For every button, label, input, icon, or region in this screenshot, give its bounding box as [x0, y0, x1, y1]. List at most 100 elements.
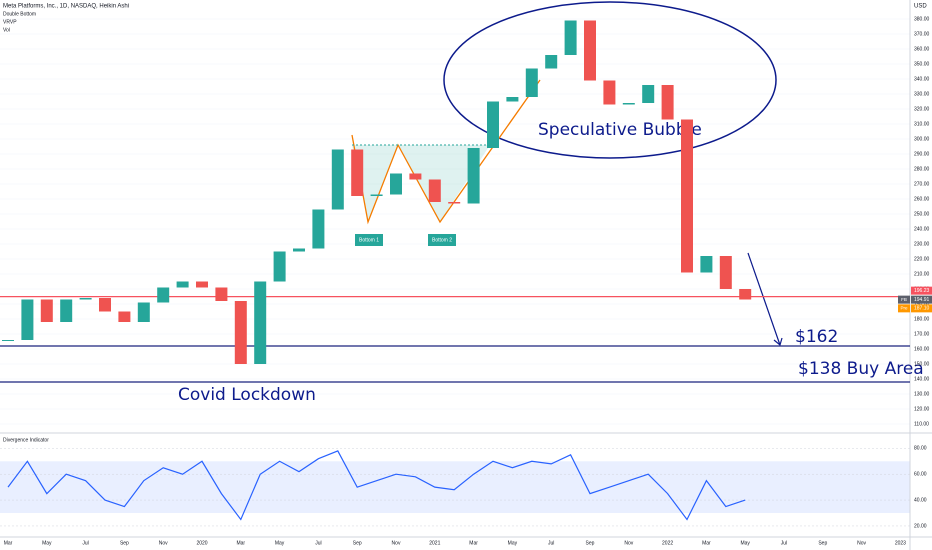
candle	[21, 299, 34, 340]
y-tick-label: 80.00	[914, 446, 927, 452]
x-tick-label: Jul	[315, 540, 321, 546]
x-tick-label: Jul	[781, 540, 787, 546]
x-tick-label: Nov	[159, 540, 168, 546]
y-tick-label: 190.00	[914, 301, 930, 307]
y-tick-label: 120.00	[914, 406, 930, 412]
y-tick-label: 180.00	[914, 316, 930, 322]
candle	[234, 301, 247, 364]
x-tick-label: Nov	[624, 540, 633, 546]
bubble-ellipse	[443, 1, 777, 159]
candle	[739, 289, 752, 300]
y-axis-label: USD	[914, 4, 927, 10]
price-tag	[911, 295, 932, 304]
x-tick-label: Nov	[857, 540, 866, 546]
arrow-head	[773, 337, 783, 347]
y-tick-label: 280.00	[914, 166, 930, 172]
candle	[196, 281, 208, 288]
candle	[351, 149, 364, 196]
y-tick-label: 290.00	[914, 151, 930, 157]
y-tick-label: 330.00	[914, 91, 930, 97]
candle	[681, 119, 693, 273]
candle	[312, 209, 325, 249]
x-tick-label: May	[275, 540, 285, 546]
x-tick-label: Jul	[548, 540, 554, 546]
x-tick-label: Mar	[469, 540, 478, 546]
y-tick-label: 340.00	[914, 76, 930, 82]
candle	[603, 80, 616, 105]
y-tick-label: 350.00	[914, 61, 930, 67]
y-tick-label: 240.00	[914, 226, 930, 232]
legend-item: Vol	[3, 27, 10, 33]
bottom-marker	[428, 234, 456, 246]
candle	[40, 299, 53, 322]
chart-title: Meta Platforms, Inc., 1D, NASDAQ, Heikin…	[3, 4, 129, 10]
y-tick-label: 150.00	[914, 361, 930, 367]
bottom-marker	[355, 234, 383, 246]
candle	[409, 173, 422, 180]
candle	[545, 55, 558, 69]
candle	[564, 20, 577, 55]
x-tick-label: Jul	[82, 540, 88, 546]
y-tick-label: 220.00	[914, 256, 930, 262]
candle	[719, 256, 732, 289]
y-tick-label: 210.00	[914, 271, 930, 277]
bottom-label: Bottom 2	[432, 237, 452, 243]
y-tick-label: 230.00	[914, 241, 930, 247]
candle	[525, 68, 538, 97]
y-tick-label: 310.00	[914, 121, 930, 127]
candle	[331, 149, 344, 210]
tag-name-box	[898, 295, 910, 304]
double-bottom-fill	[352, 145, 490, 222]
y-tick-label: 40.00	[914, 497, 927, 503]
y-tick-label: 130.00	[914, 391, 930, 397]
x-tick-label: 2022	[662, 540, 673, 546]
candle	[254, 281, 267, 364]
y-tick-label: 110.00	[914, 421, 929, 427]
tag-name-box	[898, 304, 910, 313]
indicator-line	[7, 450, 746, 521]
y-tick-label: 170.00	[914, 331, 930, 337]
tag-name: FB	[901, 297, 907, 302]
annotation: Speculative Bubble	[538, 120, 702, 140]
x-tick-label: May	[42, 540, 52, 546]
y-tick-label: 370.00	[914, 31, 930, 37]
y-tick-label: 270.00	[914, 181, 930, 187]
x-tick-label: Mar	[4, 540, 13, 546]
y-tick-label: 140.00	[914, 376, 930, 382]
x-tick-label: Nov	[392, 540, 401, 546]
candle	[293, 248, 305, 252]
candle	[428, 179, 441, 202]
annotation: $162	[795, 327, 838, 347]
price-tag	[911, 304, 932, 313]
y-tick-label: 160.00	[914, 346, 930, 352]
bottom-label: Bottom 1	[359, 237, 379, 243]
x-tick-label: Sep	[586, 540, 595, 546]
arrow	[747, 252, 781, 346]
candle	[2, 340, 14, 341]
candle	[273, 251, 286, 282]
price-tag-label: 187.10	[914, 306, 930, 312]
candle	[448, 202, 461, 204]
candle	[642, 85, 655, 103]
indicator-band	[0, 461, 910, 514]
candle	[215, 287, 228, 301]
tag-name: Pre	[900, 306, 908, 311]
candle	[622, 103, 635, 105]
candle	[487, 101, 499, 148]
y-tick-label: 60.00	[914, 472, 927, 478]
x-tick-label: Sep	[818, 540, 827, 546]
indicator-title: Divergence Indicator	[3, 437, 49, 443]
price-tag-label: 194.91	[914, 297, 930, 303]
candle	[370, 194, 383, 196]
x-tick-label: Mar	[702, 540, 711, 546]
candle	[79, 298, 92, 300]
candle	[700, 256, 713, 273]
y-tick-label: 250.00	[914, 211, 930, 217]
candle	[584, 20, 596, 81]
price-tag	[911, 286, 932, 295]
candle	[60, 299, 73, 322]
x-tick-label: Sep	[120, 540, 129, 546]
candle	[99, 298, 111, 312]
